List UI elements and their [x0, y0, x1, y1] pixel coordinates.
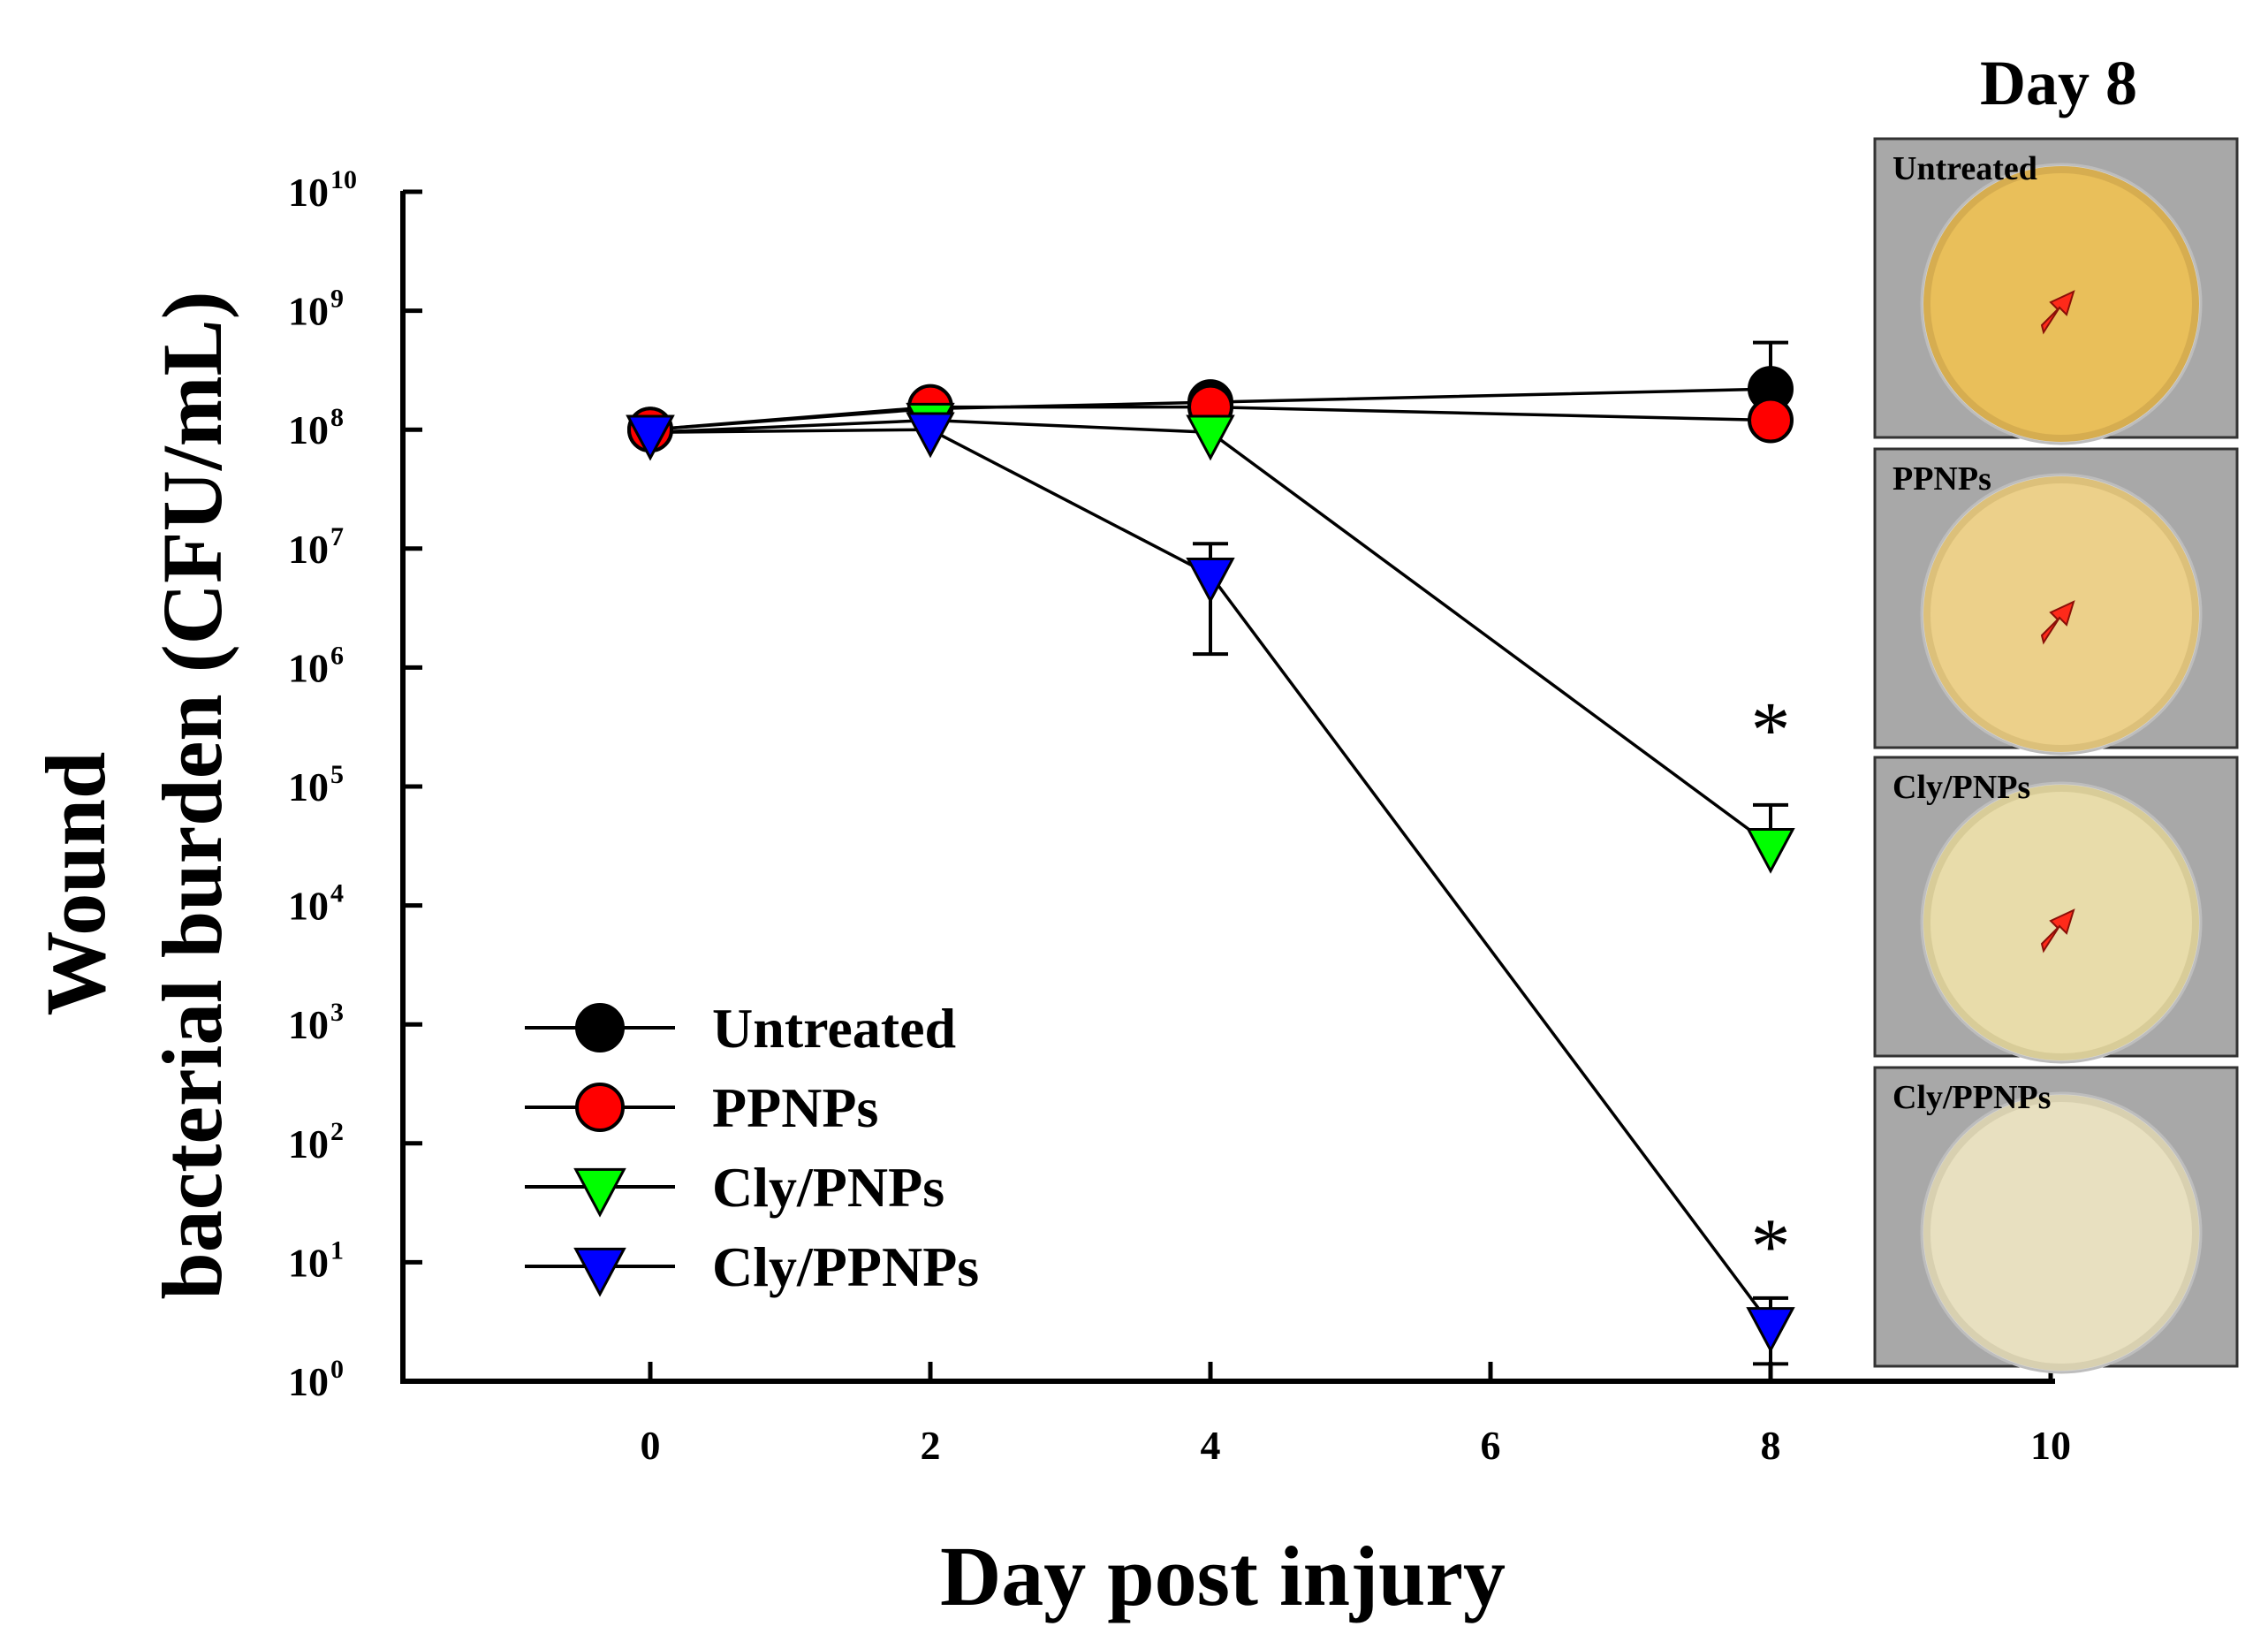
x-tick-label: 8 — [1761, 1423, 1781, 1468]
y-tick-exponent: 3 — [330, 998, 344, 1027]
y-tick-label: 10 — [288, 289, 329, 334]
y-tick-label: 10 — [288, 1359, 329, 1404]
x-tick-label: 4 — [1201, 1423, 1221, 1468]
series-line-cly-ppnps — [649, 428, 1772, 1326]
legend-item-cly-pnps: Cly/PNPs — [525, 1156, 944, 1219]
y-tick-exponent: 10 — [330, 165, 357, 194]
y-tick-label: 10 — [288, 884, 329, 929]
series-lines — [649, 387, 1772, 1326]
y-tick-exponent: 9 — [330, 285, 344, 314]
plate-panel-cly-pnps: Cly/PNPs — [1873, 756, 2239, 1064]
plate-arrow-icon — [2040, 290, 2075, 335]
y-tick-exponent: 6 — [330, 641, 344, 670]
y-tick-label: 10 — [288, 764, 329, 809]
data-point-cly-pnps — [1746, 827, 1795, 874]
data-point-cly-ppnps — [626, 414, 675, 461]
y-tick-exponent: 0 — [330, 1355, 344, 1384]
legend-label: Untreated — [712, 997, 956, 1060]
y-axis-title-line1: Wound — [28, 752, 123, 1016]
legend-label: Cly/PPNPs — [712, 1235, 979, 1298]
y-tick-exponent: 1 — [330, 1235, 344, 1265]
plate-panel-cly-ppnps: Cly/PPNPs — [1873, 1066, 2239, 1374]
plate-label: Cly/PPNPs — [1893, 1079, 2051, 1116]
data-point-cly-ppnps — [1746, 1307, 1795, 1353]
plates-heading: Day 8 — [1980, 48, 2137, 118]
y-tick-label: 10 — [288, 1002, 329, 1047]
legend-marker — [573, 1247, 626, 1297]
plate-arrow-icon — [2040, 600, 2075, 645]
plate-label: Cly/PNPs — [1893, 769, 2030, 806]
y-tick-label: 10 — [288, 645, 329, 690]
legend-item-cly-ppnps: Cly/PPNPs — [525, 1235, 979, 1298]
data-point-cly-pnps — [1186, 414, 1235, 461]
series-line-ppnps — [649, 405, 1771, 431]
data-point-cly-ppnps — [906, 412, 955, 459]
error-bars — [1193, 340, 1788, 1366]
y-tick-exponent: 8 — [330, 403, 344, 432]
significance-star: * — [1751, 1204, 1791, 1291]
plates-layer: Untreated PPNPs Cly/PNPs Cly/PPNPs — [1873, 137, 2239, 1374]
y-tick-label: 10 — [288, 170, 329, 215]
legend: Untreated PPNPs Cly/PNPs Cly/PPNPs — [525, 997, 979, 1298]
data-point-ppnps — [1748, 397, 1794, 444]
plate-arrow-icon — [2040, 908, 2075, 954]
x-tick-label: 6 — [1481, 1423, 1501, 1468]
series-line-cly-pnps — [649, 418, 1772, 847]
plate-label: Untreated — [1893, 150, 2037, 187]
legend-label: PPNPs — [712, 1076, 878, 1139]
y-tick-exponent: 2 — [330, 1117, 344, 1146]
legend-marker — [575, 1003, 625, 1052]
legend-label: Cly/PNPs — [712, 1156, 944, 1219]
y-tick-label: 10 — [288, 527, 329, 572]
legend-marker — [573, 1167, 626, 1218]
x-axis-title: Day post injury — [940, 1529, 1506, 1623]
annotation-layer: ** — [1751, 687, 1791, 1290]
data-point-cly-ppnps — [1186, 558, 1235, 604]
axes — [400, 191, 2055, 1384]
y-tick-exponent: 7 — [330, 522, 344, 551]
plate-panel-ppnps: PPNPs — [1873, 447, 2239, 756]
petri-dish-agar — [1923, 1095, 2199, 1371]
x-tick-label: 2 — [921, 1423, 941, 1468]
y-tick-exponent: 5 — [330, 760, 344, 789]
series-layer — [626, 340, 1795, 1366]
y-tick-label: 10 — [288, 1121, 329, 1166]
legend-item-ppnps: PPNPs — [525, 1076, 878, 1139]
y-tick-label: 10 — [288, 407, 329, 452]
x-tick-label: 10 — [2030, 1423, 2071, 1468]
legend-marker — [575, 1083, 625, 1132]
plate-label: PPNPs — [1893, 460, 1991, 498]
x-tick-label: 0 — [641, 1423, 661, 1468]
legend-item-untreated: Untreated — [525, 997, 956, 1060]
plate-panel-untreated: Untreated — [1873, 137, 2239, 445]
x-ticks: 0 2 4 6 8 10 — [641, 1362, 2071, 1468]
y-tick-exponent: 4 — [330, 879, 344, 908]
y-axis-title-line2: bacterial burden (CFU/mL) — [145, 291, 239, 1299]
significance-star: * — [1751, 687, 1791, 774]
y-tick-label: 10 — [288, 1240, 329, 1285]
series-markers — [626, 366, 1795, 1353]
